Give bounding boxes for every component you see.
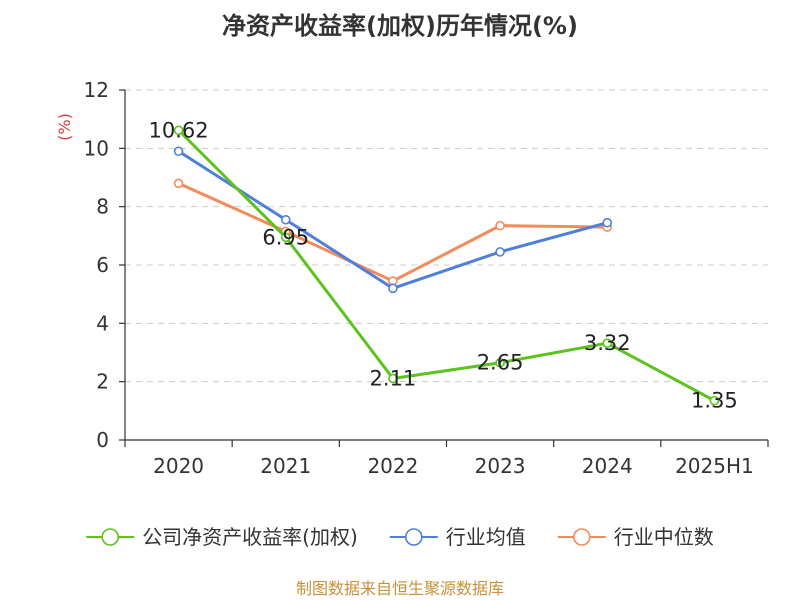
series-2 <box>173 178 613 286</box>
y-tick-label-10: 10 <box>84 136 109 160</box>
x-tick-label-2022: 2022 <box>367 454 418 478</box>
chart-title: 净资产收益率(加权)历年情况(%) <box>222 12 578 40</box>
series-line-0 <box>177 129 716 402</box>
legend-label-1: 行业均值 <box>446 525 526 549</box>
y-tick-label-12: 12 <box>84 78 109 102</box>
data-label-2023: 2.65 <box>477 351 524 375</box>
data-labels: 10.62 6.95 2.11 2.65 3.32 1.35 <box>149 118 738 412</box>
source-note: 制图数据来自恒生聚源数据库 <box>296 579 504 598</box>
series-0-point-2024 <box>602 338 613 348</box>
data-label-2022: 2.11 <box>370 366 417 390</box>
y-axis-unit-label: (%) <box>55 113 74 141</box>
series-0-point-2020 <box>173 125 184 136</box>
series-0 <box>173 125 720 406</box>
series-line-1 <box>177 149 608 290</box>
series-2-point-2020 <box>173 178 184 189</box>
series-0-point-2021 <box>280 232 291 243</box>
y-tick-label-8: 8 <box>96 195 109 219</box>
x-tick-label-2020: 2020 <box>153 454 204 478</box>
legend-marker-2 <box>573 528 591 546</box>
series-0-point-2025H1 <box>709 395 720 406</box>
data-label-2025H1: 1.35 <box>691 389 738 413</box>
series-1-point-2021 <box>280 214 291 225</box>
legend-marker-0 <box>101 528 119 546</box>
series-0-point-2022 <box>388 373 398 384</box>
legend-marker-1 <box>405 528 423 546</box>
data-label-2020: 10.62 <box>149 118 209 142</box>
legend-label-0: 公司净资产收益率(加权) <box>142 525 358 549</box>
series-0-point-2023 <box>495 357 505 368</box>
x-tick-label-2021: 2021 <box>260 454 311 478</box>
series-line-2 <box>177 181 608 283</box>
y-tick-label-4: 4 <box>96 311 109 335</box>
series-1 <box>173 146 613 294</box>
series-lines <box>173 125 720 406</box>
series-2-point-2023 <box>495 220 505 231</box>
data-label-2021: 6.95 <box>262 225 309 249</box>
x-tick-label-2025H1: 2025H1 <box>675 454 754 478</box>
series-1-point-2022 <box>388 283 398 294</box>
grid-lines <box>125 89 768 383</box>
legend: 公司净资产收益率(加权) 行业均值 行业中位数 <box>86 525 714 549</box>
axes: 0 2 4 6 8 10 12 2020 2021 2022 2023 2024 2025H1 <box>84 78 769 478</box>
series-1-point-2024 <box>602 217 613 228</box>
y-tick-label-2: 2 <box>96 370 109 394</box>
y-tick-label-6: 6 <box>96 253 109 277</box>
series-1-point-2020 <box>173 146 184 157</box>
x-tick-label-2023: 2023 <box>475 454 526 478</box>
data-label-2024: 3.32 <box>584 331 631 355</box>
legend-label-2: 行业中位数 <box>614 525 714 549</box>
y-tick-label-0: 0 <box>96 428 109 452</box>
series-1-point-2023 <box>495 247 505 257</box>
x-tick-label-2024: 2024 <box>582 454 633 478</box>
